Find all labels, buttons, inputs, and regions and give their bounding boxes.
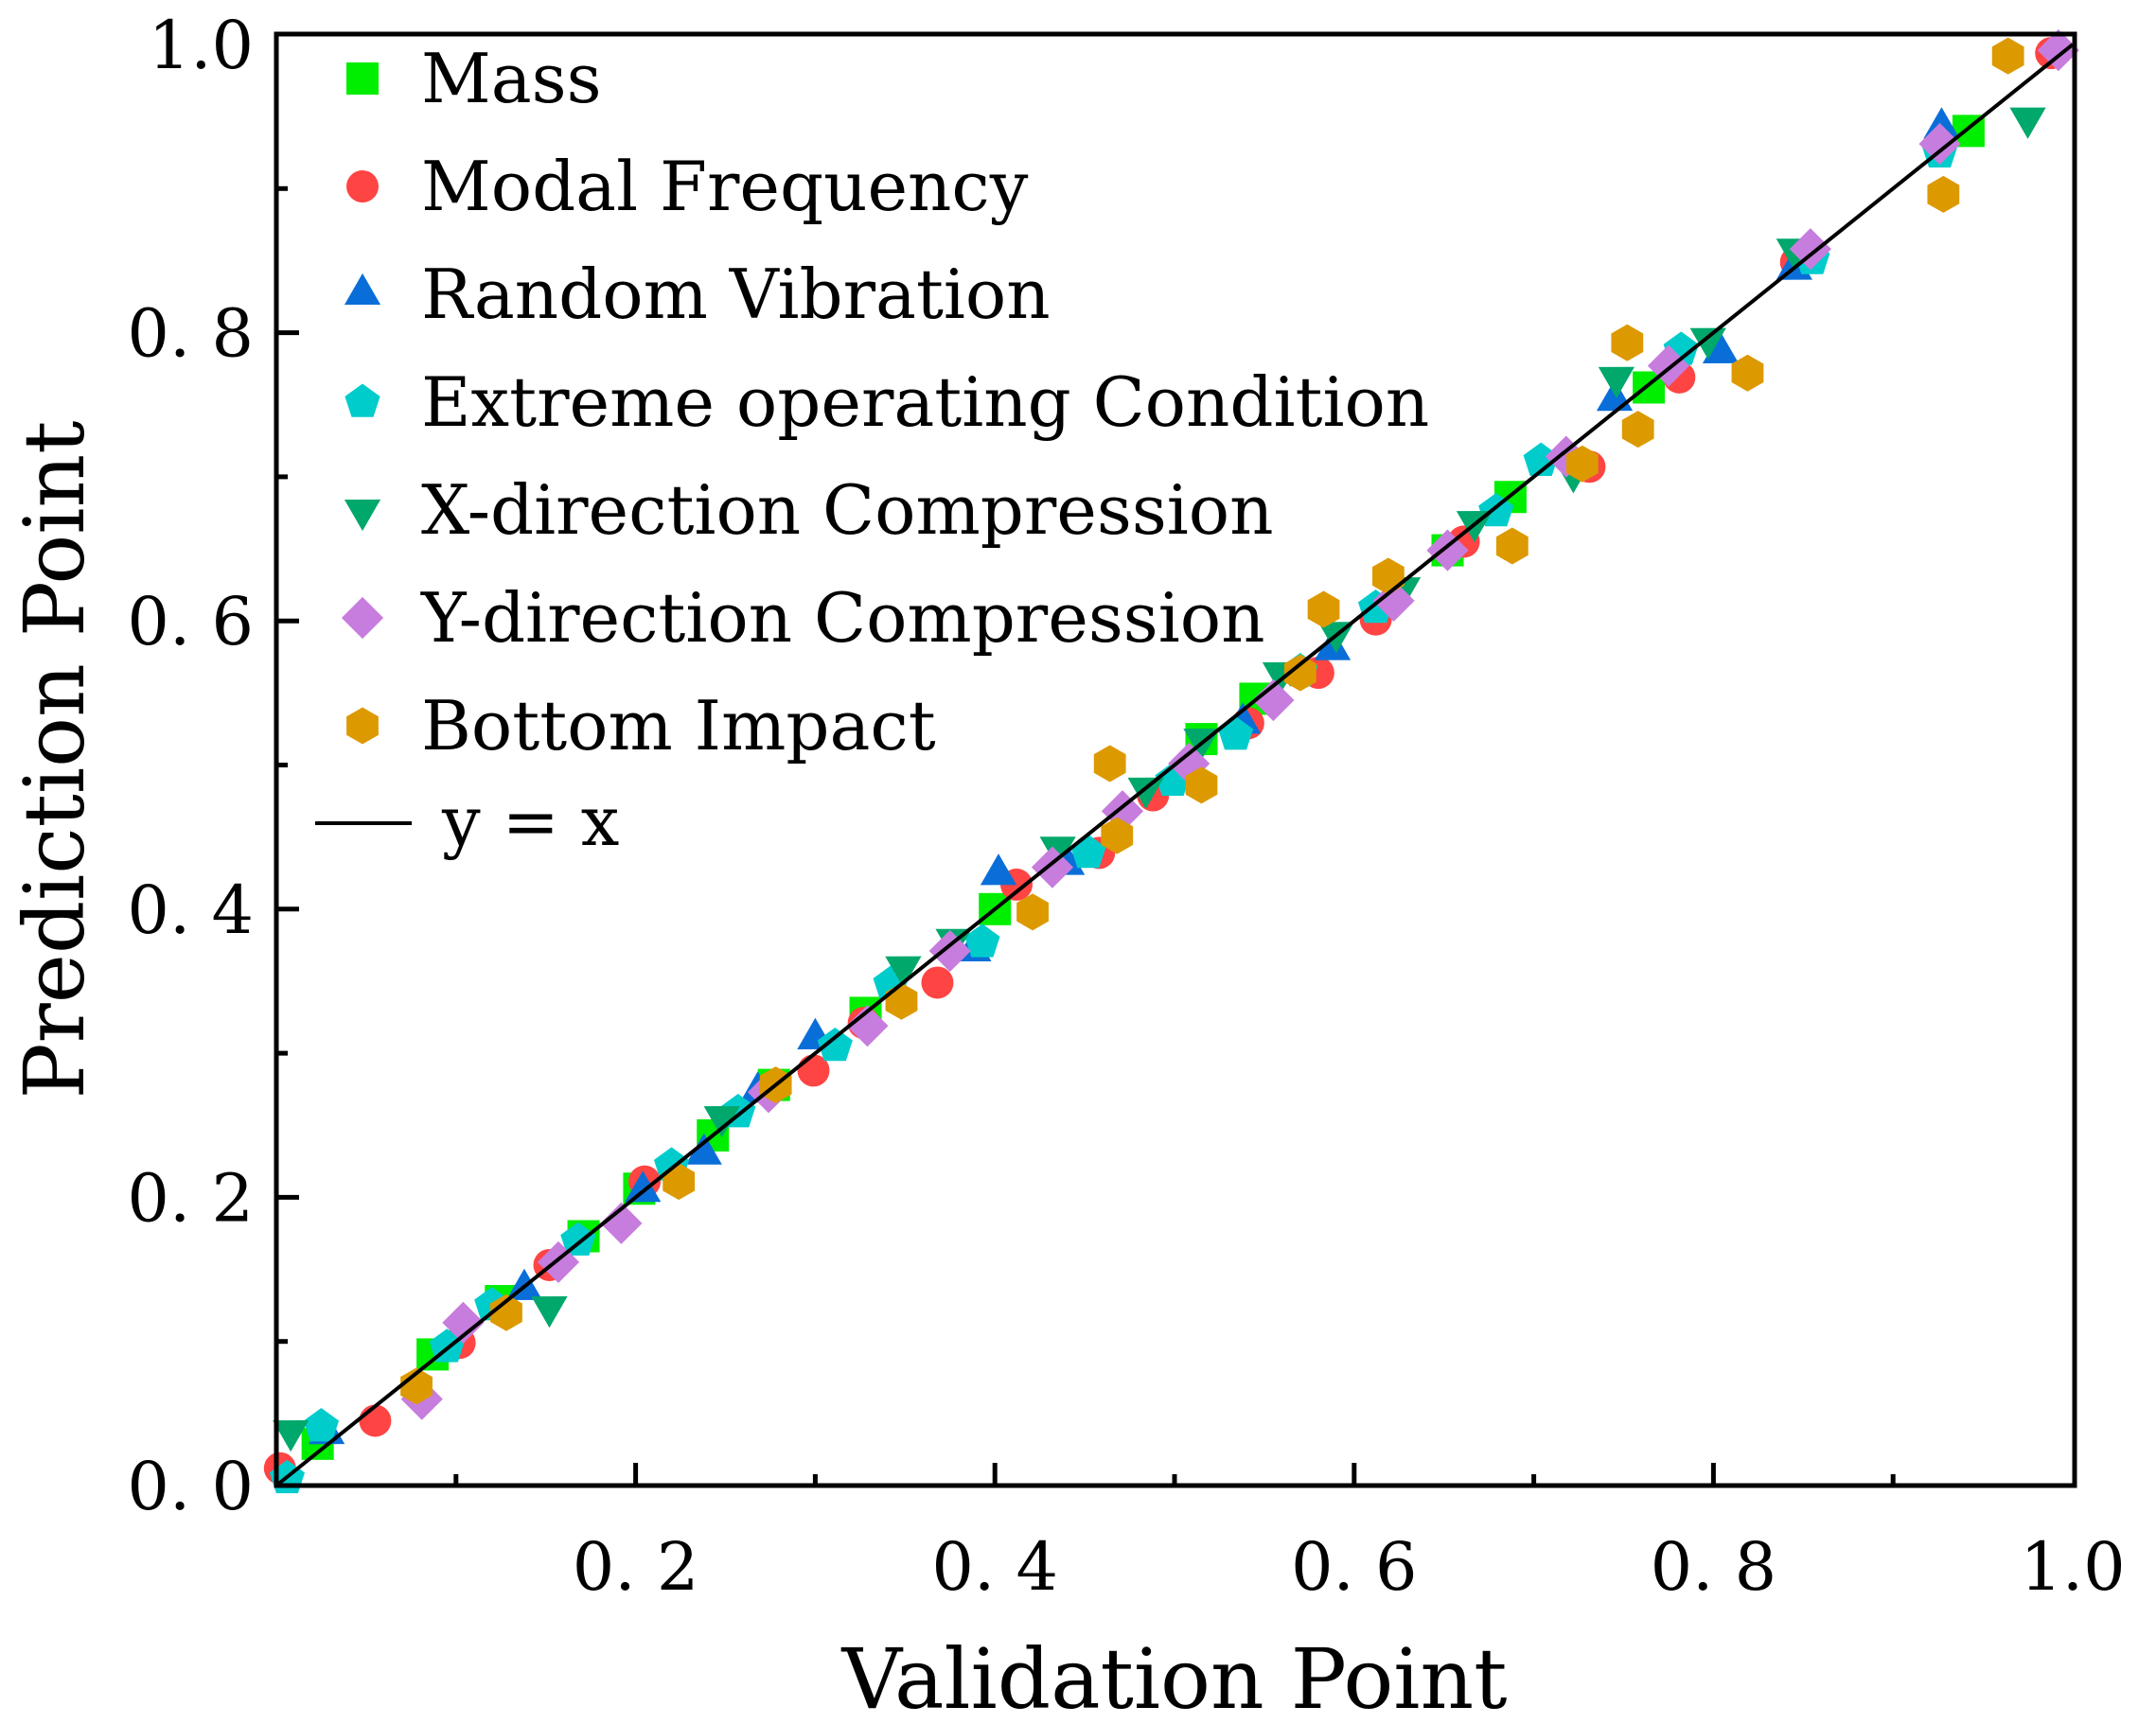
- legend-marker-square-icon: [346, 62, 379, 95]
- data-point: [442, 1301, 485, 1345]
- data-point: [273, 1420, 309, 1452]
- data-point: [928, 929, 971, 973]
- legend-marker-circle-icon: [346, 170, 379, 202]
- data-point: [1307, 590, 1340, 628]
- legend-item: Bottom Impact: [346, 686, 936, 765]
- data-point: [1252, 678, 1295, 722]
- y-tick-label: 0. 0: [127, 1448, 254, 1525]
- data-point: [1689, 327, 1726, 360]
- data-point: [560, 1222, 596, 1256]
- data-point: [980, 853, 1017, 886]
- legend-marker-triangle-up-icon: [344, 273, 381, 306]
- legend-label: Random Vibration: [421, 255, 1051, 334]
- data-point: [1523, 442, 1559, 476]
- data-point: [1598, 366, 1635, 398]
- y-tick-label: 1.0: [149, 7, 254, 84]
- data-point: [1611, 324, 1644, 361]
- data-point: [400, 1367, 433, 1405]
- legend-item: Extreme operating Condition: [345, 362, 1429, 442]
- data-point: [1702, 331, 1740, 364]
- data-point: [1918, 122, 1961, 166]
- data-point: [1127, 777, 1164, 809]
- data-point: [846, 1005, 889, 1047]
- data-point: [490, 1293, 522, 1331]
- data-point: [2037, 28, 2079, 72]
- legend-item: Random Vibration: [344, 255, 1051, 334]
- data-point: [885, 956, 922, 988]
- legend-item: Mass: [346, 39, 602, 118]
- data-point: [1991, 37, 2024, 75]
- legend-label: Modal Frequency: [421, 147, 1029, 226]
- data-point: [303, 1408, 340, 1442]
- data-point: [1731, 354, 1764, 392]
- data-point: [2009, 107, 2046, 139]
- data-point: [625, 1170, 662, 1203]
- x-axis-title: Validation Point: [841, 1630, 1508, 1724]
- legend-item: Modal Frequency: [346, 147, 1029, 226]
- data-point: [1101, 817, 1134, 854]
- x-tick-label: 0. 2: [573, 1528, 699, 1606]
- data-point: [964, 924, 1000, 958]
- legend: Mass Modal Frequency Random Vibration Extre…: [315, 39, 1429, 861]
- x-tick-label: 1.0: [2020, 1528, 2125, 1606]
- data-point: [1283, 654, 1317, 692]
- x-tick-label: 0. 6: [1291, 1528, 1418, 1606]
- data-point: [921, 966, 954, 999]
- y-tick-label: 0. 8: [127, 295, 254, 373]
- data-point: [703, 1106, 740, 1138]
- data-point: [663, 1163, 696, 1201]
- y-axis-title: Prediction Point: [6, 420, 103, 1099]
- data-point: [1565, 445, 1599, 483]
- y-tick-label: 0. 2: [127, 1159, 254, 1237]
- x-tick-label: 0. 8: [1651, 1528, 1777, 1606]
- reference-line-y-equals-x: [274, 43, 2075, 1487]
- legend-marker-hexagon-icon: [346, 707, 379, 745]
- data-point: [1016, 893, 1049, 931]
- legend-label: Y-direction Compression: [420, 578, 1264, 658]
- axis-ticks: 0. 2 0. 4 0. 6 0. 8 1.0 0. 0 0. 2 0. 4 0. 6 0. 8 1…: [127, 7, 2125, 1606]
- legend-label: y = x: [441, 782, 619, 861]
- x-tick-label: 0. 4: [931, 1528, 1058, 1606]
- y-tick-label: 0. 6: [127, 583, 254, 660]
- legend-label: Bottom Impact: [421, 686, 936, 765]
- data-point: [1093, 745, 1126, 783]
- series-bottom-impact: [400, 37, 2024, 1405]
- data-point: [685, 1133, 722, 1165]
- data-point: [1927, 175, 1960, 213]
- data-point: [1185, 766, 1218, 804]
- data-point: [1495, 527, 1529, 565]
- legend-item: X-direction Compression: [344, 470, 1274, 550]
- data-point: [359, 1404, 392, 1437]
- data-point: [531, 1296, 568, 1328]
- data-point: [1621, 411, 1654, 449]
- legend-label: Extreme operating Condition: [421, 362, 1429, 442]
- y-tick-label: 0. 4: [127, 871, 254, 949]
- legend-label: Mass: [421, 39, 602, 118]
- legend-marker-diamond-icon: [341, 596, 384, 640]
- data-point: [817, 1027, 853, 1062]
- legend-item: Y-direction Compression: [341, 578, 1264, 658]
- data-point: [1789, 228, 1831, 271]
- legend-item-reference: y = x: [315, 782, 619, 861]
- legend-label: X-direction Compression: [421, 470, 1274, 550]
- legend-marker-triangle-down-icon: [344, 499, 381, 532]
- legend-marker-pentagon-icon: [345, 383, 380, 417]
